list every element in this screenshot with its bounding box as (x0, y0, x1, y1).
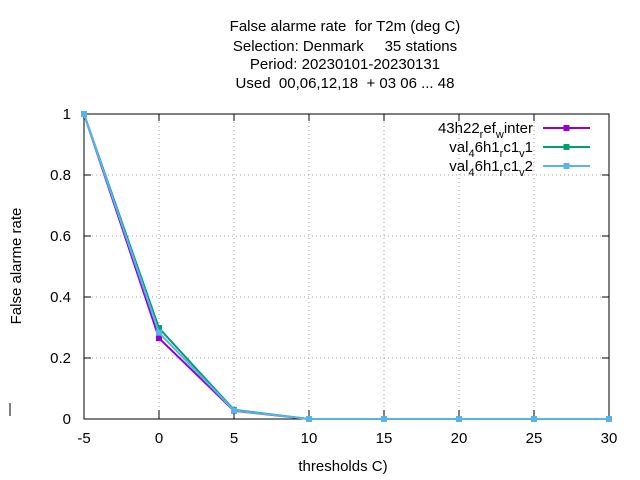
legend-entry-3: val46h1rc1v2 (449, 158, 590, 179)
data-point (231, 407, 237, 414)
data-point (381, 416, 387, 422)
x-tick-label: 0 (155, 430, 163, 447)
x-tick-label: 10 (301, 430, 318, 447)
legend-label: val46h1rc1v1 (449, 139, 533, 160)
x-tick-label: 15 (376, 430, 393, 447)
x-tick-label: -5 (77, 430, 90, 447)
data-point (81, 111, 87, 117)
y-tick-label: 0.4 (50, 289, 71, 306)
legend-marker (563, 144, 570, 150)
y-tick-label: 0.2 (50, 350, 71, 367)
legend-entry-2: val46h1rc1v1 (449, 139, 590, 160)
title-line-3: Period: 20230101-20230131 (249, 56, 441, 73)
y-tick-label: 0.6 (50, 228, 71, 245)
legend-marker (563, 125, 570, 131)
data-point (606, 416, 612, 422)
title-line-1: False alarme rate for T2m (deg C) (229, 18, 461, 35)
data-point (456, 416, 462, 422)
grid (84, 114, 609, 419)
y-tick-label: 0 (63, 411, 71, 428)
data-point (531, 416, 537, 422)
title-line-4: Used 00,06,12,18 + 03 06 ... 48 (235, 75, 455, 92)
data-point (156, 325, 162, 332)
y-tick-label: 1 (63, 106, 71, 123)
data-point (156, 329, 162, 336)
legend-entry-1: 43h22refwinter (438, 120, 590, 141)
x-tick-label: 5 (230, 430, 238, 447)
data-point (306, 416, 312, 422)
axes: -5 0 5 10 15 20 25 30 0 0.2 0.4 0.6 0.8 1 (9, 106, 618, 447)
x-tick-label: 25 (526, 430, 543, 447)
x-tick-label: 20 (451, 430, 468, 447)
series (81, 111, 612, 422)
legend-label: 43h22refwinter (438, 120, 533, 141)
y-axis-label: False alarme rate (8, 208, 25, 325)
data-point (156, 335, 162, 342)
title-line-2: Selection: Denmark 35 stations (232, 38, 458, 55)
legend-label: val46h1rc1v2 (449, 158, 533, 179)
x-tick-label: 30 (601, 430, 618, 447)
x-axis-label: thresholds C) (298, 458, 387, 475)
y-tick-label: 0.8 (50, 167, 71, 184)
series-line (83, 113, 609, 420)
legend-marker (563, 163, 570, 169)
series-3 (81, 111, 612, 422)
